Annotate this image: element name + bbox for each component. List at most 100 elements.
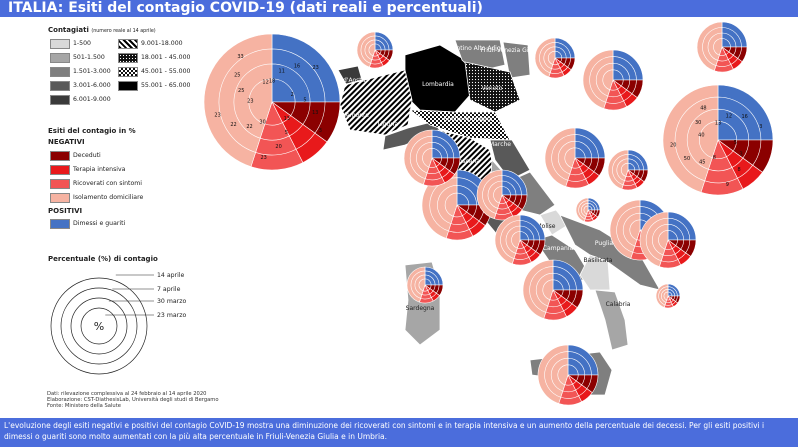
donut-value-label: 11 [279,68,285,74]
region-donut-chart [494,214,546,266]
region-label: Puglia [595,240,613,247]
donut-value-label: 20 [275,144,281,150]
region-piemonte [339,69,413,136]
region-label: Calabria [606,301,631,308]
legend-swatch [118,39,138,49]
donut-value-label: 2 [291,92,294,98]
donut-segment [418,278,426,292]
donut-segment [511,231,521,249]
region-friuli [502,41,531,79]
percent-legend: 14 aprile 7 aprile 30 marzo 23 marzo% [50,272,186,375]
donut-value-label: 50 [684,156,690,162]
region-veneto [464,61,521,113]
legend-label: Isolamento domiciliare [73,194,144,201]
donut-value-label: 13 [715,121,721,127]
legend-swatch [50,95,70,105]
italy-regions [337,39,661,396]
percent-ring [80,307,118,345]
region-valle-daosta [337,65,363,85]
donut-value-label: 48 [700,105,706,111]
source-elaboration: Elaborazione: CST-DiathesisLab, Universi… [47,397,219,403]
donut-value-label: 13 [284,116,290,122]
region-calabria [594,289,629,351]
donut-segment [629,219,641,241]
percent-ring-label: 23 marzo [157,312,186,319]
percent-ring-label: 7 aprile [157,286,181,293]
donut-value-label: 33 [237,54,243,60]
donut-value-label: 16 [741,114,747,120]
donut-value-label: 30 [259,120,265,126]
legend-negativi-heading: NEGATIVI [48,138,85,146]
donut-value-label: 40 [698,133,704,139]
region-donut-chart [203,33,341,171]
footer-bar: L'evoluzione degli esiti negativi e posi… [0,418,798,447]
legend-label: 3.001-6.000 [73,82,111,89]
region-donut-chart [406,266,444,304]
donut-segment [658,230,669,250]
donut-segment [557,364,569,386]
region-label: Lombardia [422,81,454,88]
donut-segment [444,192,458,217]
donut-value-label: 18 [269,78,275,84]
legend-label: Ricoverati con sintomi [73,180,143,187]
donut-value-label: 23 [312,65,318,71]
legend-swatch [118,67,138,77]
donut-value-label: 20 [670,143,676,149]
region-donut-chart [607,149,649,191]
region-donut-chart [537,344,599,406]
donut-value-label: 25 [238,88,244,94]
donut-segment [620,162,629,177]
legend-label: 1.501-3.000 [73,68,111,75]
donut-value-label: 12 [262,79,268,85]
region-label: Toscana [455,158,480,165]
legend-positivi-heading: POSITIVI [48,207,83,215]
legend-label: Dimessi e guariti [73,220,126,227]
donut-value-label: 45 [699,160,705,166]
legend-contagiati-heading: Contagiati (numero reale al 14 aprile) [48,26,156,34]
region-donut-chart [403,129,461,187]
percent-center-label: % [94,320,104,333]
region-label: Emilia-Romagna [444,116,493,123]
title-bar: ITALIA: Esiti del contagio COVID-19 (dat… [0,0,798,17]
region-donut-chart [639,211,697,269]
region-label: Basilicata [584,257,613,264]
donut-value-label: 9 [726,182,729,188]
legend-label: Deceduti [73,152,101,159]
region-label: Campania [543,245,574,252]
percent-ring [70,297,128,355]
donut-value-label: 3 [740,151,743,157]
legend-label: 55.001 - 65.000 [141,82,191,89]
region-label: Molise [537,223,556,230]
region-donut-chart [356,31,394,69]
legend-swatch [50,219,70,229]
region-donut-chart [662,84,774,196]
footer-text: L'evoluzione degli esiti negativi e posi… [4,421,765,441]
donut-value-label: 8 [713,155,716,161]
donut-value-label: 25 [234,72,240,78]
donut-value-label: 5 [734,140,737,146]
percent-ring [50,277,148,375]
region-liguria [382,121,441,151]
donut-segment [663,291,669,301]
region-donut-chart [476,169,528,221]
donut-value-label: 5 [285,130,288,136]
donut-segment [542,279,554,301]
donut-value-label: 3 [759,124,762,130]
legend-swatch [50,179,70,189]
donut-value-label: 22 [246,124,252,130]
donut-segment [547,50,556,65]
donut-segment [699,120,719,159]
region-label: Valle d'Aosta [327,77,366,84]
donut-value-label: 30 [695,120,701,126]
legend-swatch [50,39,70,49]
region-label: Marche [489,141,511,148]
donut-value-label: 22 [230,122,236,128]
donut-segment [368,43,376,57]
donut-value-label: 23 [214,112,220,118]
legend-esiti-heading: Esiti del contagio in % [48,127,136,135]
donut-segment [493,186,503,204]
donut-value-label: 23 [247,98,253,104]
legend-swatch [118,53,138,63]
region-donut-chart [696,21,748,73]
